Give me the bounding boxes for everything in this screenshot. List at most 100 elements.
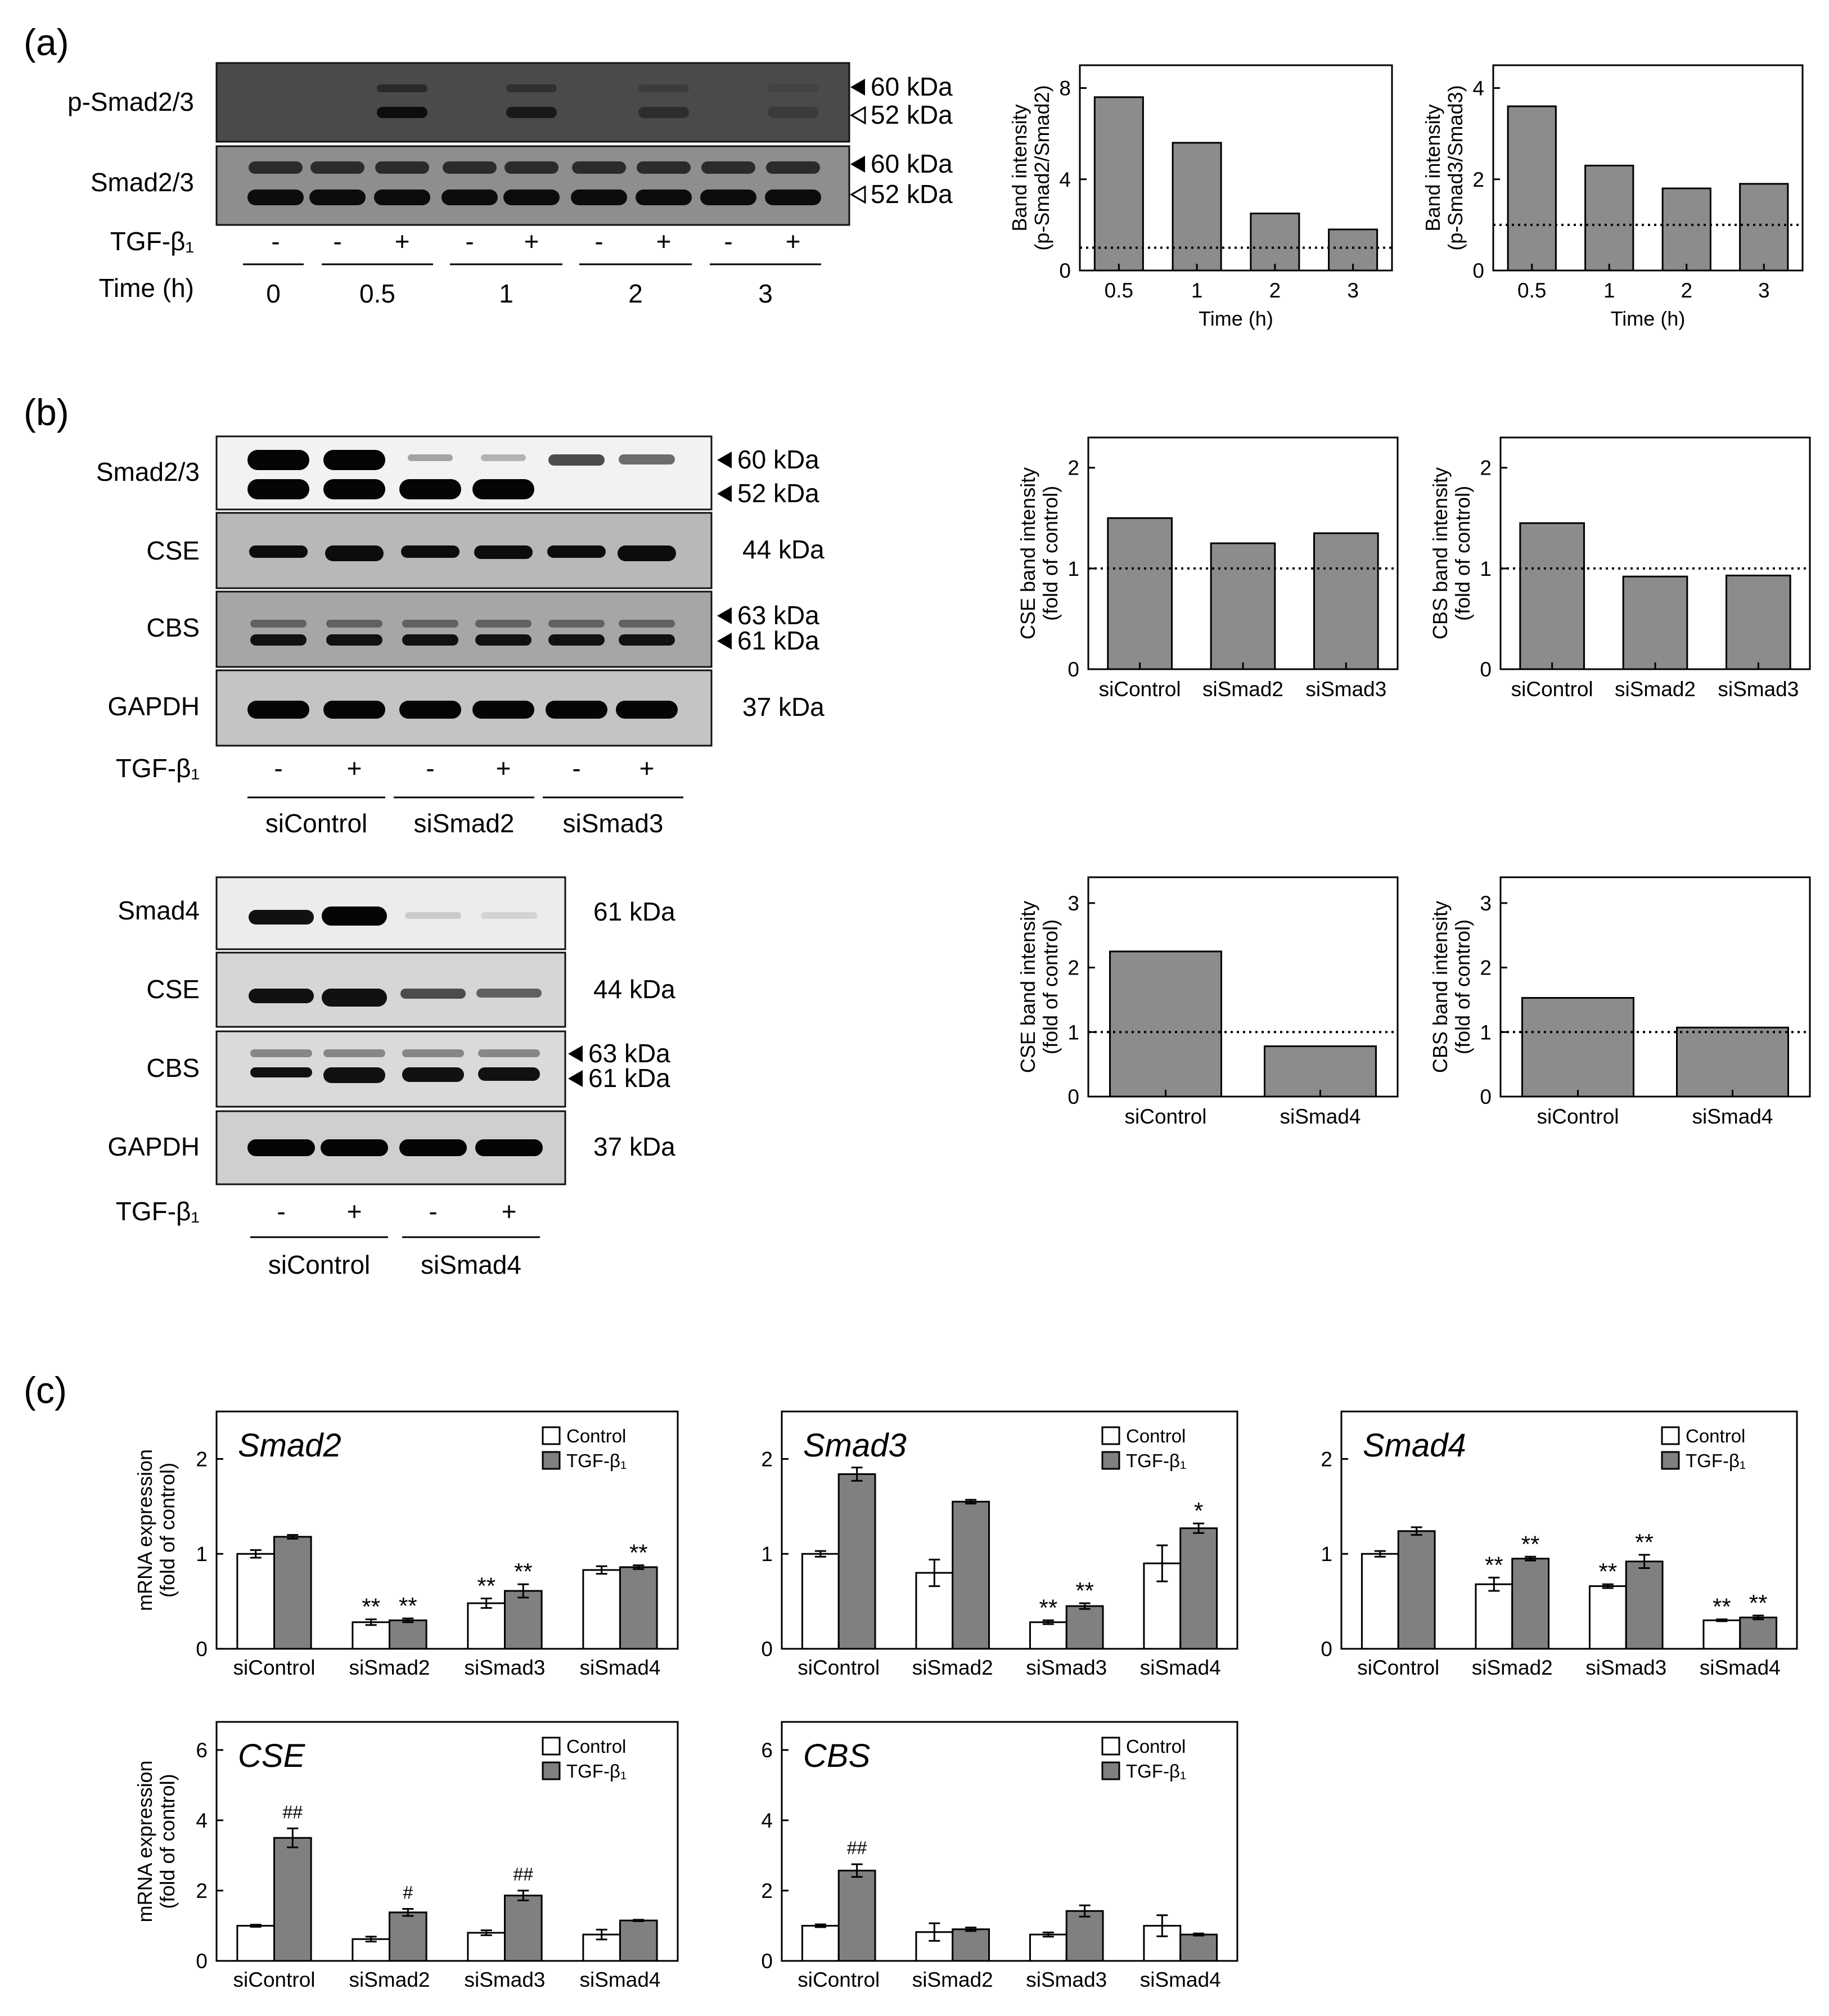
blot-b1-kda-marker: 61 kDa: [737, 626, 819, 655]
x-tick-label: siSmad4: [1700, 1656, 1781, 1679]
x-tick-label: siSmad3: [1026, 1656, 1107, 1679]
significance-mark: **: [477, 1573, 495, 1599]
blot-b1-band: [616, 701, 678, 719]
bar-control: [236, 1925, 275, 1962]
x-tick-label: 2: [1681, 279, 1692, 302]
bar: [1519, 522, 1585, 670]
bar-tgf: [837, 1869, 876, 1962]
chart-c2: 0 1 2 siControl siSmad2 ** ** siSmad3 * siSmad4 Sm…: [761, 1410, 1238, 1679]
y-axis-label: CBS band intensity(fold of control): [1429, 467, 1474, 639]
x-tick-label: siSmad4: [1280, 1105, 1361, 1128]
blot-b1-band: [472, 701, 534, 719]
blot-b2-band: [249, 989, 314, 1003]
blot-b2-band: [323, 1067, 385, 1083]
blot-a-band: [701, 161, 755, 174]
blot-b2-band: [399, 1139, 467, 1156]
kda-arrow-icon: [717, 452, 732, 468]
y-tick-label: 0: [196, 1950, 208, 1973]
blot-b2-treatment-sign: +: [347, 1197, 362, 1226]
blot-b2-treatment-sign: -: [277, 1197, 285, 1226]
legend-swatch: [542, 1737, 561, 1756]
y-tick-label: 6: [761, 1739, 773, 1762]
legend-label: Control: [566, 1736, 626, 1757]
bar-control: [1475, 1583, 1513, 1650]
kda-arrow-icon: [717, 485, 732, 502]
legend-label: TGF-β₁: [1126, 1761, 1186, 1782]
blot-a-band: [375, 161, 429, 174]
bar-control: [467, 1602, 506, 1650]
kda-arrow-icon: [850, 79, 865, 96]
blot-b1-group-label: siSmad2: [414, 809, 515, 838]
y-axis-label: mRNA expression(fold of control): [133, 1449, 179, 1611]
y-tick-label: 0: [1480, 1085, 1492, 1108]
bar-tgf: [1065, 1605, 1104, 1650]
chart-title: Smad4: [1363, 1427, 1466, 1464]
blot-a-treatment-sign: -: [333, 227, 341, 256]
chart-c1: 0 1 2 mRNA expression(fold of control) siCon…: [133, 1410, 679, 1679]
y-tick-label: 0: [1059, 259, 1071, 282]
blot-a-group-label: 2: [628, 279, 643, 308]
blot-b1-band: [402, 634, 458, 646]
significance-mark: **: [1598, 1558, 1617, 1585]
blot-b1-band: [249, 545, 308, 558]
legend-swatch: [1661, 1426, 1680, 1445]
blot-a-band: [374, 190, 430, 205]
blot-b1-band: [247, 479, 309, 499]
legend-swatch: [1101, 1761, 1120, 1780]
blot-b1-row-label: CBS: [146, 613, 200, 642]
blot-a-band: [506, 84, 557, 92]
blot-b1-treatment-sign: +: [496, 754, 511, 783]
x-tick-label: siControl: [1357, 1656, 1439, 1679]
chart-title: Smad3: [803, 1427, 907, 1464]
blot-b1-kda-marker: 44 kDa: [742, 535, 825, 564]
plot-frame: [1079, 64, 1393, 272]
blot-b1-band: [548, 454, 605, 466]
blot-a-band: [768, 107, 818, 118]
blot-b1-band: [475, 634, 531, 646]
blot-b1-band: [619, 454, 675, 464]
bar-tgf: [1179, 1933, 1218, 1962]
blot-b1-treatment-sign: -: [426, 754, 434, 783]
blot-a-time-label: Time (h): [98, 273, 194, 303]
legend-label: Control: [566, 1426, 626, 1446]
legend-swatch: [1101, 1451, 1120, 1470]
blot-b1-kda-marker: 60 kDa: [737, 445, 819, 474]
blot-a-band: [443, 161, 497, 174]
blot-b1-band: [546, 701, 607, 719]
blot-b1-row-label: GAPDH: [107, 692, 200, 721]
blot-b1-band: [247, 450, 309, 470]
blot-a-kda-marker: 60 kDa: [871, 149, 953, 178]
kda-arrow-icon: [568, 1070, 583, 1087]
blot-b1-treatment-sign: -: [572, 754, 580, 783]
significance-mark: **: [362, 1594, 380, 1620]
x-tick-label: siSmad2: [349, 1968, 430, 1991]
bar: [1507, 105, 1557, 272]
legend-swatch: [542, 1426, 561, 1445]
blot-a-row-label: p-Smad2/3: [67, 87, 194, 116]
chart-a1: 0 4 8 Band intensity(p-Smad2/Smad2) 0.5 1 2 3 Ti…: [1008, 64, 1393, 330]
blot-b1-band: [547, 545, 606, 558]
blot-a-kda-marker: 52 kDa: [871, 179, 953, 209]
blot-b2-row-label: GAPDH: [107, 1132, 200, 1161]
blot-b1-row-label: Smad2/3: [96, 457, 200, 486]
legend-label: TGF-β₁: [566, 1761, 627, 1782]
blot-b2-group-label: siSmad4: [421, 1250, 521, 1279]
significance-mark: **: [1039, 1594, 1057, 1621]
blot-b2-treatment-label: TGF-β₁: [116, 1197, 200, 1226]
bar: [1172, 142, 1222, 272]
blot-b2-band: [402, 1067, 464, 1082]
blot-a-band: [377, 107, 427, 118]
blot-b1-band: [618, 545, 676, 561]
blot-b1-band: [399, 479, 461, 499]
x-tick-label: siSmad4: [1692, 1105, 1773, 1128]
bar-control: [1588, 1585, 1627, 1650]
significance-mark: *: [1194, 1498, 1203, 1524]
bar: [1210, 542, 1276, 670]
blot-b2-band: [322, 906, 387, 926]
blot-a-kda-marker: 52 kDa: [871, 100, 953, 129]
y-tick-label: 2: [1480, 457, 1492, 480]
y-tick-label: 1: [1321, 1543, 1332, 1566]
y-tick-label: 0: [1321, 1638, 1332, 1661]
blot-b1-treatment-sign: +: [347, 754, 362, 783]
blot-b2-treatment-sign: +: [502, 1197, 517, 1226]
